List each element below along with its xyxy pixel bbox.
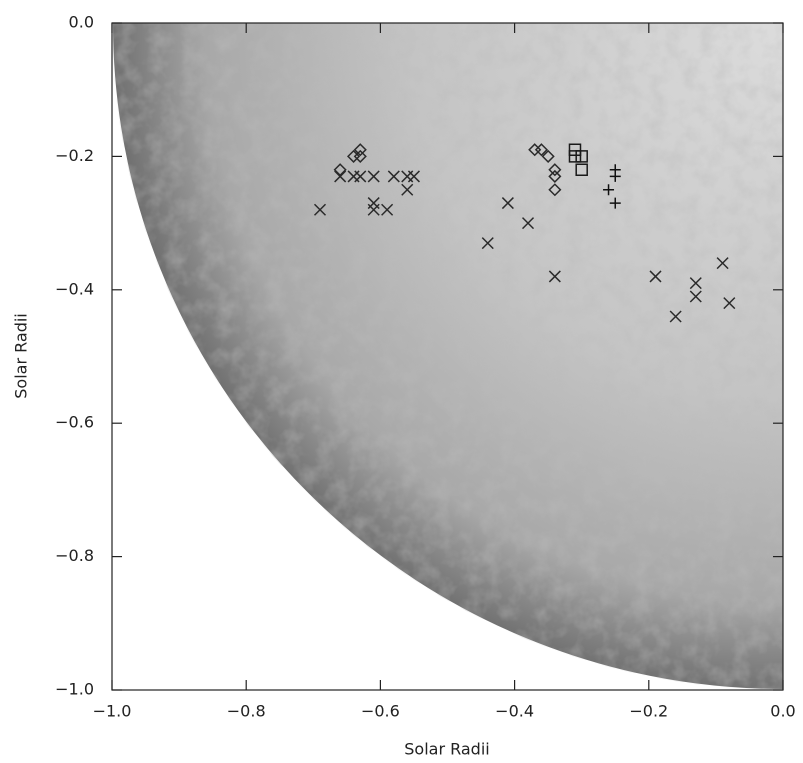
x-tick-label: −0.2 [629,702,668,721]
chart: Solar Radii Solar Radii −1.0 −0.8 −0.6 −0.4… [0,0,803,763]
y-tick-label: −0.8 [55,546,94,565]
x-axis-title: Solar Radii [404,740,489,759]
y-tick-label: −0.4 [55,279,94,298]
solar-image [112,0,803,690]
y-tick-label: 0.0 [69,13,94,32]
y-tick-label: −0.6 [55,413,94,432]
y-tick-label: −1.0 [55,680,94,699]
x-tick-label: −1.0 [93,702,132,721]
y-tick-label: −0.2 [55,146,94,165]
x-tick-label: 0.0 [770,702,795,721]
x-tick-label: −0.4 [495,702,534,721]
x-tick-label: −0.8 [227,702,266,721]
x-tick-label: −0.6 [361,702,400,721]
y-axis-title: Solar Radii [12,313,31,398]
